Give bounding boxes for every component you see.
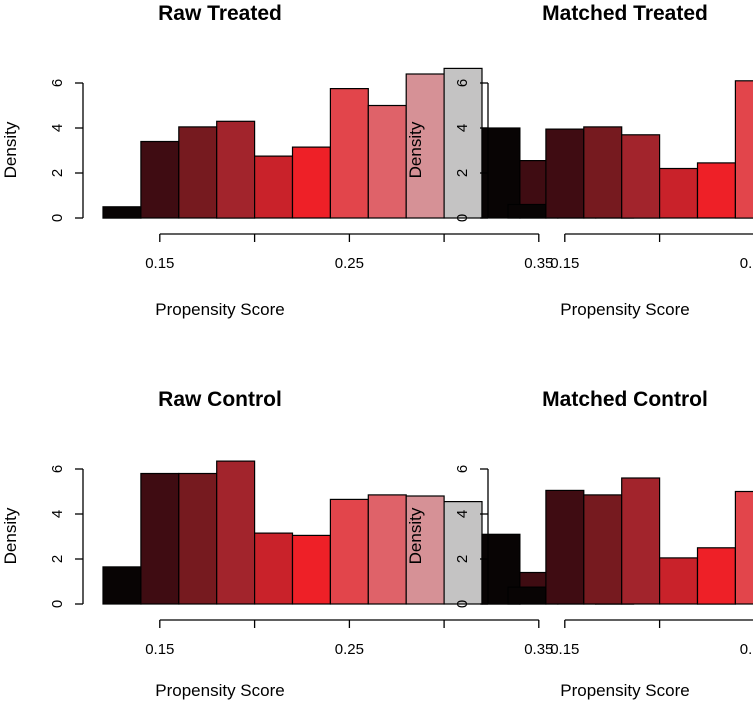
histogram-bar — [140, 472, 180, 605]
y-tick-label: 4 — [49, 510, 66, 518]
histogram-bar — [583, 126, 623, 219]
y-tick-label: 0 — [49, 600, 66, 608]
histogram-bar — [621, 134, 661, 219]
panel-raw-treated: Raw Treated 0.15 0.25 0.35 0 2 4 6 Propensity… — [1, 2, 635, 319]
histogram-bar — [367, 104, 407, 219]
x-tick-label: 0.35 — [524, 255, 553, 272]
histogram-bar — [443, 500, 483, 605]
y-axis-ticks: 0 2 4 6 — [454, 79, 488, 222]
histogram-bar — [734, 490, 753, 605]
x-axis-label: Propensity Score — [155, 300, 284, 319]
histogram-bar — [507, 203, 547, 219]
y-tick-label: 2 — [454, 555, 471, 563]
panel-title: Raw Control — [158, 388, 282, 411]
histogram-bar — [367, 494, 407, 605]
y-tick-label: 6 — [454, 465, 471, 473]
panel-title: Matched Control — [542, 388, 708, 411]
histogram-bar — [102, 566, 142, 605]
y-axis-ticks: 0 2 4 6 — [454, 465, 488, 608]
histogram-bar — [583, 494, 623, 605]
histogram-bar — [545, 489, 585, 605]
panel-matched-control: Matched Control 0.15 0.25 0.35 0 2 4 6 Propen… — [406, 388, 753, 700]
x-tick-label: 0.15 — [145, 255, 174, 272]
histogram-bar — [216, 120, 256, 219]
histogram-bar — [659, 167, 699, 219]
histogram-bar — [178, 472, 218, 605]
histogram-bar — [140, 140, 180, 219]
x-tick-label: 0.25 — [740, 255, 753, 272]
x-axis-label: Propensity Score — [560, 300, 689, 319]
histogram-bar — [696, 547, 737, 605]
x-axis-ticks: 0.15 0.25 0.35 — [145, 234, 553, 272]
histogram-bar — [329, 498, 369, 605]
histogram-bar — [659, 557, 699, 605]
x-axis-label: Propensity Score — [155, 681, 284, 700]
y-axis-label: Density — [1, 507, 20, 564]
histogram-bar — [329, 87, 369, 219]
x-tick-label: 0.35 — [524, 641, 553, 658]
y-tick-label: 0 — [454, 214, 471, 222]
y-axis-label: Density — [406, 121, 425, 178]
x-axis-label: Propensity Score — [560, 681, 689, 700]
x-axis-ticks: 0.150.250.35 — [550, 234, 753, 272]
histogram-bar — [621, 477, 661, 605]
y-tick-label: 0 — [454, 600, 471, 608]
y-axis-ticks: 0 2 4 6 — [49, 465, 83, 608]
histogram-bar — [405, 73, 445, 219]
y-tick-label: 6 — [49, 79, 66, 87]
y-axis-ticks: 0 2 4 6 — [49, 79, 83, 222]
y-axis-label: Density — [406, 507, 425, 564]
histogram-bar — [254, 532, 294, 605]
y-tick-label: 4 — [454, 124, 471, 132]
y-tick-label: 0 — [49, 214, 66, 222]
x-tick-label: 0.25 — [335, 255, 364, 272]
x-tick-label: 0.15 — [550, 255, 579, 272]
x-tick-label: 0.15 — [145, 641, 174, 658]
y-axis-label: Density — [1, 121, 20, 178]
histogram-bar — [216, 460, 256, 605]
histogram-bar — [405, 495, 445, 605]
y-tick-label: 2 — [49, 169, 66, 177]
x-tick-label: 0.15 — [550, 641, 579, 658]
y-tick-label: 2 — [454, 169, 471, 177]
histogram-bar — [507, 586, 547, 605]
histogram-bar — [102, 206, 142, 219]
y-tick-label: 6 — [49, 465, 66, 473]
histogram-bar — [291, 146, 332, 219]
histogram-bar — [545, 128, 585, 219]
y-tick-label: 6 — [454, 79, 471, 87]
panel-title: Raw Treated — [158, 2, 282, 25]
histogram-bars — [507, 80, 753, 219]
y-tick-label: 2 — [49, 555, 66, 563]
panel-title: Matched Treated — [542, 2, 708, 25]
histogram-bar — [696, 162, 737, 219]
y-tick-label: 4 — [49, 124, 66, 132]
histogram-bars — [102, 67, 635, 219]
histogram-bar — [443, 67, 483, 219]
panel-matched-treated: Matched Treated 0.15 0.25 0.35 0 2 4 6 Propen… — [406, 2, 753, 319]
histogram-bars — [507, 477, 753, 605]
x-axis-ticks: 0.150.250.35 — [550, 620, 753, 658]
histogram-bar — [254, 155, 294, 219]
x-axis-ticks: 0.15 0.25 0.35 — [145, 620, 553, 658]
y-tick-label: 4 — [454, 510, 471, 518]
histogram-bar — [178, 126, 218, 219]
x-tick-label: 0.25 — [740, 641, 753, 658]
x-tick-label: 0.25 — [335, 641, 364, 658]
histogram-bar — [291, 534, 332, 605]
histogram-bar — [734, 80, 753, 219]
